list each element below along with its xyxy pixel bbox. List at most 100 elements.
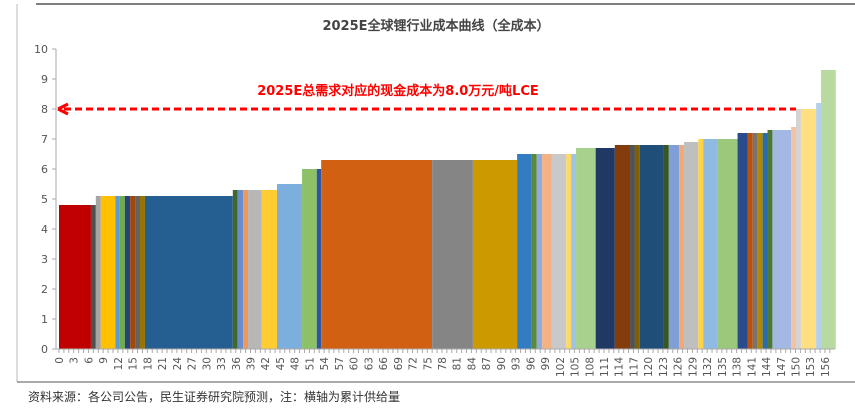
x-tick-label: 18 xyxy=(142,357,154,370)
x-tick-label: 99 xyxy=(540,357,552,370)
x-tick-label: 81 xyxy=(452,357,464,370)
x-tick-label: 69 xyxy=(393,357,405,370)
x-tick-label: 90 xyxy=(496,357,508,370)
reference-line-label: 2025E总需求对应的现金成本为8.0万元/吨LCE xyxy=(257,83,539,99)
x-tick-label: 39 xyxy=(245,357,257,370)
bar xyxy=(595,148,615,349)
x-tick-label: 156 xyxy=(820,357,832,377)
bar xyxy=(703,139,718,349)
x-tick-label: 84 xyxy=(466,357,478,371)
bar xyxy=(772,130,792,349)
bar xyxy=(762,133,768,349)
x-tick-label: 123 xyxy=(658,357,670,377)
x-tick-label: 72 xyxy=(408,357,420,370)
x-tick-label: 75 xyxy=(422,357,434,370)
bar xyxy=(791,127,796,349)
bar xyxy=(816,103,822,349)
x-tick-label: 15 xyxy=(128,357,140,370)
x-tick-label: 36 xyxy=(231,357,243,371)
bar xyxy=(767,130,773,349)
y-tick-label: 3 xyxy=(41,253,48,266)
x-tick-label: 111 xyxy=(599,357,611,377)
y-tick-label: 0 xyxy=(41,343,48,356)
x-tick-label: 87 xyxy=(481,357,493,370)
bar xyxy=(542,154,552,349)
x-tick-label: 21 xyxy=(157,357,169,370)
bar xyxy=(144,196,233,349)
bar xyxy=(795,109,801,349)
bar xyxy=(232,190,238,349)
x-tick-label: 51 xyxy=(304,357,316,370)
bar xyxy=(684,142,699,349)
bar xyxy=(321,160,433,349)
bar xyxy=(140,196,145,349)
x-tick-label: 6 xyxy=(83,357,95,364)
y-tick-label: 4 xyxy=(41,223,48,236)
x-tick-label: 66 xyxy=(378,357,390,371)
x-tick-label: 54 xyxy=(319,357,331,371)
x-tick-label: 141 xyxy=(746,357,758,377)
bar xyxy=(124,196,131,349)
bar xyxy=(668,145,680,349)
x-tick-label: 132 xyxy=(702,357,714,377)
y-tick-label: 6 xyxy=(41,163,48,176)
bar xyxy=(119,196,125,349)
bar xyxy=(737,133,748,349)
bar xyxy=(432,160,473,349)
chart-title: 2025E全球锂行业成本曲线（全成本） xyxy=(322,18,549,34)
bar xyxy=(614,145,631,349)
y-tick-label: 5 xyxy=(41,193,48,206)
bar xyxy=(571,154,577,349)
x-tick-label: 24 xyxy=(172,357,184,371)
bar xyxy=(630,145,635,349)
x-tick-label: 117 xyxy=(628,357,640,377)
bar xyxy=(135,196,141,349)
bar xyxy=(752,133,758,349)
bar xyxy=(747,133,753,349)
y-tick-label: 10 xyxy=(34,43,48,56)
x-tick-label: 57 xyxy=(334,357,346,370)
y-tick-label: 8 xyxy=(41,103,48,116)
bar xyxy=(576,148,596,349)
bar xyxy=(95,196,101,349)
bar xyxy=(59,205,91,349)
x-tick-label: 33 xyxy=(216,357,228,370)
bars-group xyxy=(59,70,836,349)
x-tick-label: 153 xyxy=(805,357,817,377)
bar xyxy=(551,154,567,349)
x-tick-label: 48 xyxy=(290,357,302,370)
x-tick-label: 120 xyxy=(643,357,655,377)
x-tick-label: 108 xyxy=(584,357,596,377)
y-tick-label: 7 xyxy=(41,133,48,146)
x-tick-label: 105 xyxy=(570,357,582,377)
bar xyxy=(277,184,303,349)
bar xyxy=(243,190,249,349)
x-tick-label: 3 xyxy=(69,357,81,364)
arrow-left-icon xyxy=(57,102,69,116)
x-tick-label: 78 xyxy=(437,357,449,370)
x-tick-label: 126 xyxy=(673,357,685,377)
x-tick-label: 93 xyxy=(511,357,523,370)
bar xyxy=(115,196,120,349)
x-tick-label: 27 xyxy=(187,357,199,370)
x-tick-label: 45 xyxy=(275,357,287,370)
bar xyxy=(100,196,116,349)
x-tick-label: 102 xyxy=(555,357,567,377)
x-tick-label: 135 xyxy=(717,357,729,377)
bar xyxy=(261,190,278,349)
reference-line-group xyxy=(57,102,796,116)
x-tick-label: 147 xyxy=(776,357,788,377)
x-tick-label: 42 xyxy=(260,357,272,370)
x-tick-label: 30 xyxy=(201,357,213,370)
bar xyxy=(821,70,836,349)
bar xyxy=(757,133,763,349)
bar xyxy=(536,154,543,349)
bar xyxy=(698,139,704,349)
bar xyxy=(517,154,532,349)
y-tick-label: 1 xyxy=(41,313,48,326)
bar xyxy=(800,109,817,349)
x-tick-label: 12 xyxy=(113,357,125,370)
bar xyxy=(717,139,738,349)
x-tick-label: 9 xyxy=(98,357,110,364)
